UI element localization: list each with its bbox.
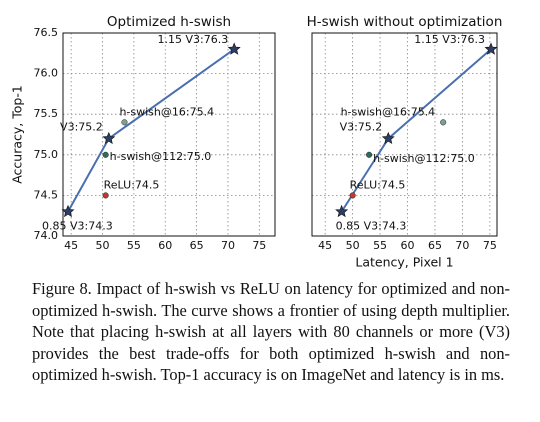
point-label: 1.15 V3:76.3 bbox=[414, 33, 485, 46]
point-label: h-swish@16:75.4 bbox=[119, 105, 214, 118]
plot-frame bbox=[311, 32, 498, 237]
star-marker bbox=[102, 131, 116, 145]
point-label: 1.15 V3:76.3 bbox=[158, 33, 229, 46]
y-tick-label: 75.5 bbox=[34, 107, 59, 120]
x-tick-label: 50 bbox=[96, 239, 110, 252]
point-label: ReLU:74.5 bbox=[350, 178, 406, 191]
y-axis-label: Accuracy, Top-1 bbox=[10, 85, 25, 184]
y-tick-label: 74.5 bbox=[34, 188, 59, 201]
point-label: 0.85 V3:74.3 bbox=[42, 220, 113, 233]
point-marker bbox=[102, 151, 109, 158]
point-marker bbox=[366, 151, 373, 158]
caption: Figure 8. Impact of h-swish vs ReLU on l… bbox=[32, 279, 510, 385]
point-marker bbox=[349, 192, 356, 199]
x-tick-label: 50 bbox=[346, 239, 360, 252]
x-axis-label: Latency, Pixel 1 bbox=[355, 255, 453, 270]
point-label: h-swish@112:75.0 bbox=[373, 152, 475, 165]
point-marker bbox=[102, 192, 109, 199]
point-label: h-swish@16:75.4 bbox=[341, 105, 436, 118]
x-tick-label: 60 bbox=[158, 239, 172, 252]
point-label: ReLU:74.5 bbox=[104, 178, 160, 191]
star-marker bbox=[335, 204, 349, 218]
plot-frame bbox=[62, 32, 276, 237]
x-tick-label: 45 bbox=[64, 239, 78, 252]
y-tick-label: 76.0 bbox=[34, 67, 59, 80]
y-tick-label: 75.0 bbox=[34, 148, 59, 161]
star-marker bbox=[61, 204, 75, 218]
chart-title: H-swish without optimization bbox=[307, 14, 503, 30]
x-tick-label: 60 bbox=[401, 239, 415, 252]
star-marker bbox=[484, 42, 498, 55]
point-label: V3:75.2 bbox=[340, 121, 383, 134]
star-marker bbox=[381, 131, 395, 145]
point-label: 0.85 V3:74.3 bbox=[336, 220, 407, 233]
x-tick-label: 65 bbox=[428, 239, 442, 252]
point-label: h-swish@112:75.0 bbox=[110, 150, 212, 163]
x-tick-label: 45 bbox=[318, 239, 332, 252]
x-tick-label: 70 bbox=[221, 239, 235, 252]
x-tick-label: 75 bbox=[252, 239, 266, 252]
x-tick-label: 55 bbox=[127, 239, 141, 252]
point-marker bbox=[121, 119, 128, 126]
y-tick-label: 74.0 bbox=[34, 229, 59, 242]
point-label: V3:75.2 bbox=[60, 121, 103, 134]
x-tick-label: 65 bbox=[190, 239, 204, 252]
x-tick-label: 75 bbox=[483, 239, 497, 252]
chart-title: Optimized h-swish bbox=[107, 14, 231, 30]
x-tick-label: 70 bbox=[455, 239, 469, 252]
y-tick-label: 76.5 bbox=[34, 26, 59, 39]
point-marker bbox=[440, 119, 447, 126]
star-marker bbox=[227, 42, 241, 55]
x-tick-label: 55 bbox=[373, 239, 387, 252]
figure: Optimized h-swish Accuracy, Top-1 74.0 74.5… bbox=[10, 14, 503, 270]
